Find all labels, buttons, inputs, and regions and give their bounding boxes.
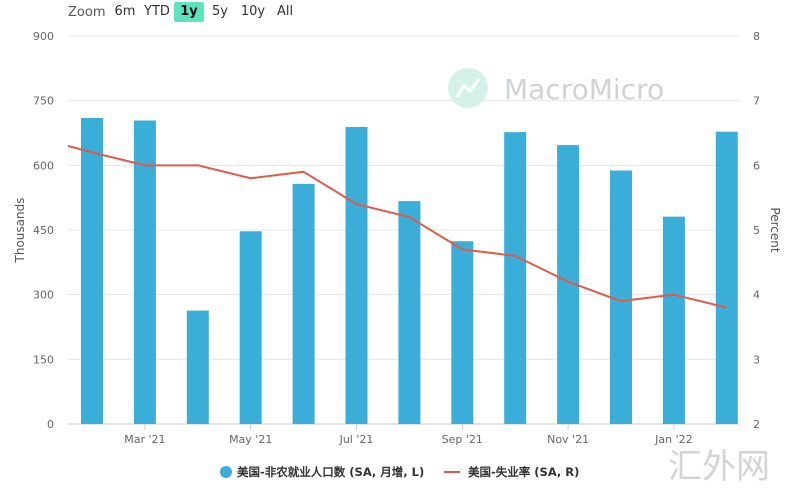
right-tick-label: 8 bbox=[753, 30, 760, 43]
zoom-10y-button[interactable]: 10y bbox=[240, 4, 266, 19]
right-axis-ticks: 2 3 4 5 6 7 8 bbox=[753, 30, 760, 431]
right-tick-label: 5 bbox=[753, 224, 760, 237]
left-tick-label: 900 bbox=[33, 30, 54, 43]
bar[interactable] bbox=[662, 216, 685, 424]
x-tick-label: Nov '21 bbox=[547, 433, 589, 446]
left-tick-label: 750 bbox=[33, 95, 54, 108]
zoom-1y-button[interactable]: 1y bbox=[174, 2, 204, 22]
left-tick-label: 0 bbox=[47, 418, 54, 431]
zoom-all-button[interactable]: All bbox=[276, 4, 294, 19]
bar-series[interactable] bbox=[81, 117, 738, 425]
bar[interactable] bbox=[504, 132, 527, 425]
bar[interactable] bbox=[398, 201, 421, 424]
macromicro-logo-trend-icon bbox=[455, 78, 481, 98]
legend-bar-label: 美国-非农就业人口数 (SA, 月增, L) bbox=[237, 465, 424, 479]
x-tick-label: Sep '21 bbox=[442, 433, 483, 446]
right-tick-label: 4 bbox=[753, 289, 760, 302]
right-tick-label: 2 bbox=[753, 418, 760, 431]
macromicro-wordmark: MacroMicro bbox=[504, 73, 664, 106]
left-tick-label: 600 bbox=[33, 159, 54, 172]
bar[interactable] bbox=[610, 170, 632, 424]
left-tick-label: 450 bbox=[33, 224, 54, 237]
left-tick-label: 150 bbox=[33, 353, 54, 366]
right-axis-title: Percent bbox=[768, 207, 782, 252]
zoom-5y-button[interactable]: 5y bbox=[212, 4, 228, 19]
bar[interactable] bbox=[81, 117, 103, 425]
left-axis-ticks: 0 150 300 450 600 750 900 bbox=[33, 30, 54, 431]
right-tick-label: 6 bbox=[753, 159, 760, 172]
bar[interactable] bbox=[557, 145, 580, 424]
bar[interactable] bbox=[292, 183, 315, 424]
bar[interactable] bbox=[451, 241, 474, 424]
bar[interactable] bbox=[133, 120, 156, 425]
legend: 美国-非农就业人口数 (SA, 月增, L) 美国-失业率 (SA, R) bbox=[220, 465, 579, 479]
right-tick-label: 7 bbox=[753, 95, 760, 108]
unemployment-line[interactable] bbox=[67, 144, 728, 309]
bar[interactable] bbox=[186, 310, 209, 424]
zoom-6m-button[interactable]: 6m bbox=[114, 4, 136, 19]
bar[interactable] bbox=[239, 231, 262, 424]
x-tick-label: Mar '21 bbox=[124, 433, 165, 446]
x-tick-label: May '21 bbox=[229, 433, 272, 446]
right-tick-label: 3 bbox=[753, 353, 760, 366]
legend-item-bars[interactable]: 美国-非农就业人口数 (SA, 月增, L) bbox=[220, 465, 424, 479]
legend-line-label: 美国-失业率 (SA, R) bbox=[468, 465, 579, 479]
x-tick-label: Jan '22 bbox=[654, 433, 692, 446]
bar[interactable] bbox=[345, 126, 368, 424]
zoom-ytd-button[interactable]: YTD bbox=[144, 4, 170, 19]
legend-bar-marker bbox=[220, 466, 232, 478]
corner-watermark: 汇外网 bbox=[668, 447, 770, 487]
macromicro-watermark: MacroMicro bbox=[448, 68, 664, 108]
left-axis-title: Thousands bbox=[13, 198, 27, 264]
zoom-label: Zoom bbox=[68, 5, 106, 20]
line-series[interactable] bbox=[67, 144, 729, 310]
left-tick-label: 300 bbox=[33, 289, 54, 302]
zoom-bar: Zoom 6m YTD 1y 5y 10y All bbox=[0, 0, 400, 26]
bar[interactable] bbox=[715, 131, 738, 424]
x-tick-label: Jul '21 bbox=[339, 433, 374, 446]
x-axis-ticks: Mar '21 May '21 Jul '21 Sep '21 Nov '21 Jan '… bbox=[124, 424, 693, 446]
legend-item-line[interactable]: 美国-失业率 (SA, R) bbox=[444, 465, 579, 479]
